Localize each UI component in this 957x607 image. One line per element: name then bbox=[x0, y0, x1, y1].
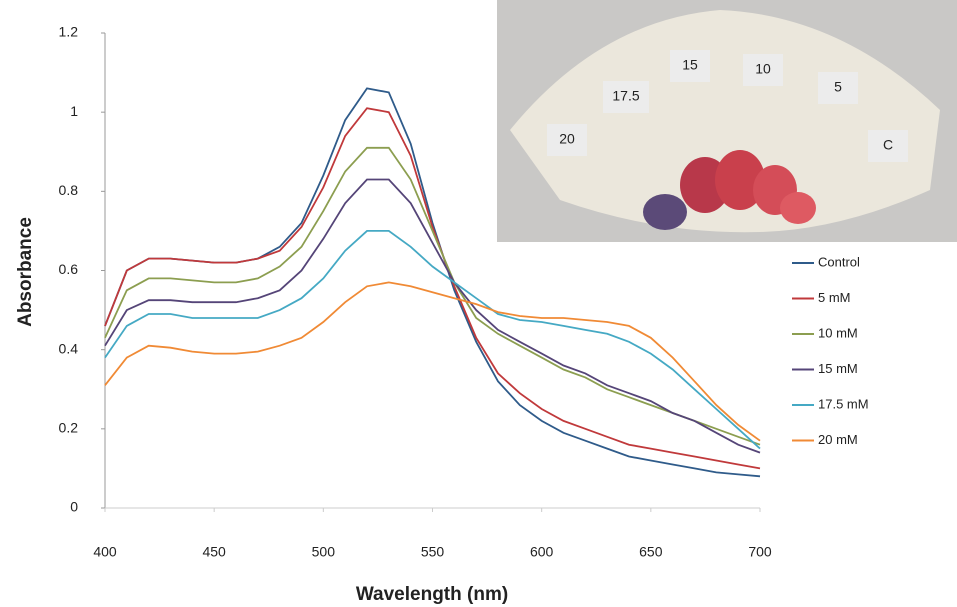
legend-label: 15 mM bbox=[818, 361, 858, 376]
inset-label: 17.5 bbox=[612, 88, 639, 104]
inset-label-box bbox=[743, 54, 783, 86]
y-axis-title: Absorbance bbox=[15, 217, 36, 327]
y-tick-label: 1 bbox=[70, 103, 78, 119]
legend-label: 10 mM bbox=[818, 325, 858, 340]
legend-label: Control bbox=[818, 254, 860, 269]
inset-label: 5 bbox=[834, 79, 842, 95]
tube-liquid bbox=[715, 150, 765, 210]
y-tick-label: 0.4 bbox=[59, 340, 79, 356]
inset-label-box bbox=[603, 81, 649, 113]
tube-liquid bbox=[643, 194, 687, 230]
x-axis-title: Wavelength (nm) bbox=[356, 584, 508, 605]
inset-label-box bbox=[868, 130, 908, 162]
inset-label: 20 bbox=[559, 131, 575, 147]
y-tick-label: 0 bbox=[70, 499, 78, 515]
x-tick-label: 600 bbox=[530, 544, 554, 560]
y-tick-label: 0.6 bbox=[59, 261, 79, 277]
x-tick-label: 500 bbox=[312, 544, 336, 560]
tube-liquid bbox=[780, 192, 816, 224]
inset-label: 15 bbox=[682, 57, 698, 73]
legend-label: 5 mM bbox=[818, 290, 851, 305]
x-tick-label: 400 bbox=[93, 544, 117, 560]
x-tick-label: 450 bbox=[202, 544, 226, 560]
inset-label: 10 bbox=[755, 61, 771, 77]
inset-label: C bbox=[883, 137, 893, 153]
y-tick-label: 0.8 bbox=[59, 182, 79, 198]
y-tick-label: 1.2 bbox=[59, 24, 79, 40]
inset-label-box bbox=[670, 50, 710, 82]
x-tick-label: 650 bbox=[639, 544, 663, 560]
data-line bbox=[104, 281, 761, 442]
legend-label: 17.5 mM bbox=[818, 396, 869, 411]
data-line bbox=[104, 178, 761, 454]
inset-label-box bbox=[818, 72, 858, 104]
x-tick-label: 700 bbox=[748, 544, 772, 560]
data-line bbox=[104, 107, 761, 470]
tube-rack bbox=[510, 10, 940, 233]
data-line bbox=[104, 146, 761, 446]
x-tick-label: 550 bbox=[421, 544, 445, 560]
inset-label-box bbox=[547, 124, 587, 156]
inset-photo bbox=[497, 0, 957, 242]
data-line bbox=[104, 229, 761, 450]
y-tick-label: 0.2 bbox=[59, 420, 79, 436]
legend-label: 20 mM bbox=[818, 432, 858, 447]
